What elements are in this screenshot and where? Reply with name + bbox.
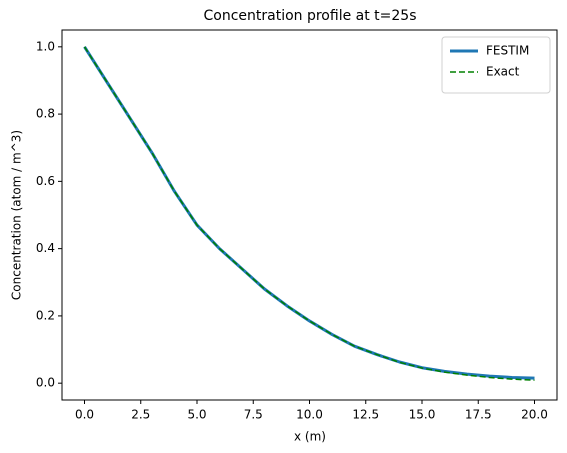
y-tick-label: 0.8 bbox=[36, 107, 55, 121]
x-tick-label: 15.0 bbox=[409, 408, 436, 422]
plot-frame bbox=[61, 29, 558, 401]
x-axis-label: x (m) bbox=[294, 430, 326, 444]
x-tick-label: 20.0 bbox=[521, 408, 548, 422]
x-tick-label: 17.5 bbox=[465, 408, 492, 422]
x-tick-label: 2.5 bbox=[131, 408, 150, 422]
x-tick-label: 10.0 bbox=[296, 408, 323, 422]
y-tick-label: 0.4 bbox=[36, 241, 55, 255]
x-tick-label: 0.0 bbox=[75, 408, 94, 422]
y-tick-label: 0.2 bbox=[36, 308, 55, 322]
legend-label: Exact bbox=[486, 65, 520, 79]
y-tick-label: 0.6 bbox=[36, 174, 55, 188]
y-tick-label: 0.0 bbox=[36, 376, 55, 390]
line bbox=[83, 46, 535, 381]
y-tick-label: 1.0 bbox=[36, 39, 55, 53]
line bbox=[83, 46, 535, 380]
chart-title: Concentration profile at t=25s bbox=[203, 8, 416, 24]
y-axis-label: Concentration (atom / m^3) bbox=[10, 130, 24, 300]
legend-label: FESTIM bbox=[486, 44, 529, 58]
x-tick-label: 7.5 bbox=[244, 408, 263, 422]
x-tick-label: 5.0 bbox=[187, 408, 206, 422]
x-tick-label: 12.5 bbox=[352, 408, 379, 422]
